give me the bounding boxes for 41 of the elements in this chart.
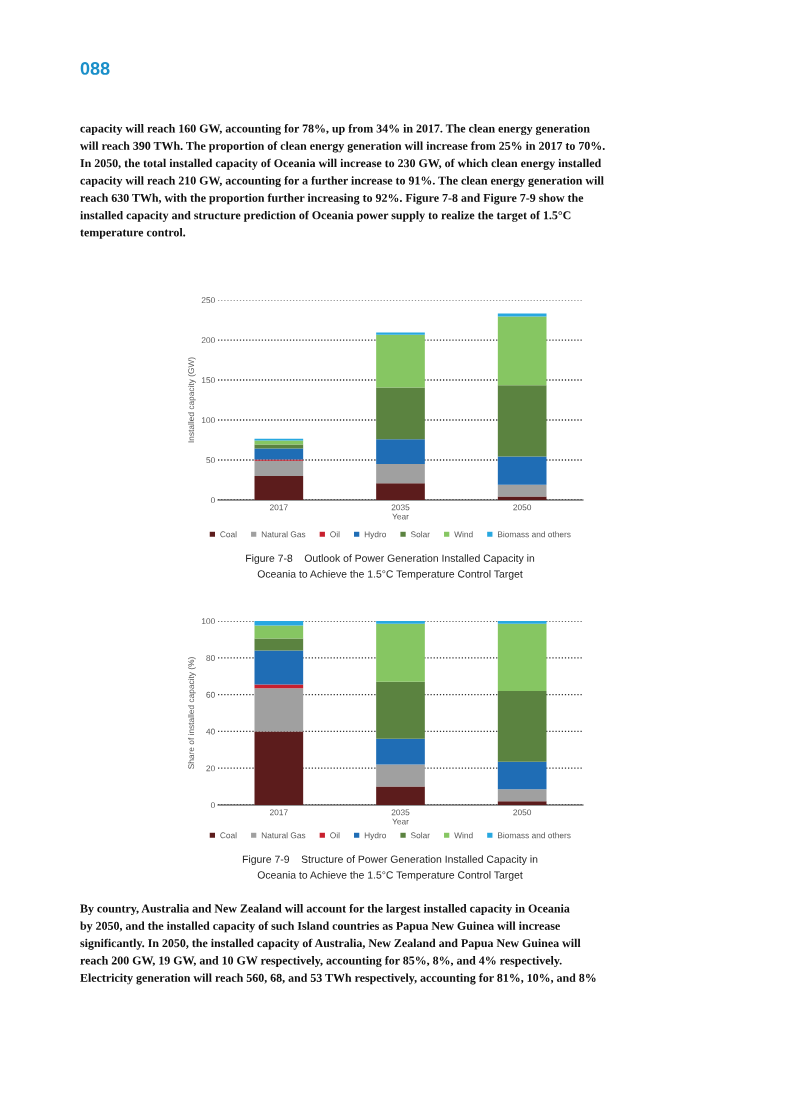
y-tick-label: 100 [201,417,215,424]
legend-label: Hydro [364,531,387,539]
y-axis-title: Installed capacity (GW) [188,357,196,443]
legend-label: Solar [410,832,430,839]
legend-label: Coal [220,531,237,538]
legend-label: Natural Gas [261,531,306,538]
y-tick-label: 80 [206,655,215,661]
y-tick-label: 150 [201,377,215,384]
text: Figure 7-9 Structure of Power Generation Installed Capacity in Oceania to Achieve the 1.5°C Temperature Control Target [242,855,538,881]
legend-label: Oil [330,531,340,538]
y-tick-label: 50 [206,457,215,464]
legend-label: Hydro [364,832,387,840]
y-tick-label: 40 [206,728,215,735]
x-tick-label: 2035 [391,809,410,816]
y-tick-label: 0 [210,497,215,504]
y-tick-label: 200 [201,337,215,344]
text: 088 [80,62,110,75]
x-tick-label: 2050 [513,809,532,816]
legend-label: Oil [330,832,340,839]
legend-label: Coal [220,832,237,839]
y-tick-label: 0 [210,802,215,809]
legend-label: Solar [410,531,430,538]
x-axis-title: Year [392,818,409,825]
legend-label: Biomass and others [498,832,571,839]
x-tick-label: 2017 [269,504,288,511]
y-tick-label: 100 [201,618,215,625]
y-tick-label: 250 [201,297,215,304]
legend-label: Wind [454,832,473,839]
y-tick-label: 60 [206,691,215,698]
text: Figure 7-8 Outlook of Power Generation Installed Capacity in Oceania to Achieve the 1.5°C Temperature Control Target [246,554,535,580]
legend-label: Natural Gas [261,832,306,839]
x-axis-title: Year [392,513,409,520]
x-tick-label: 2035 [391,504,410,511]
x-tick-label: 2050 [513,504,532,511]
text: capacity will reach 160 GW, accounting for 78%, up from 34% in 2017. The clean energy generation will reach 390 TWh. The proportion of clean energy generation will increase from 25% in 2017 to 70%. In 2050, the total installed capacity of Oceania will increase to 230 GW, of which clean energy installed capacity will reach 210 GW, accounting for a further increase to 91%. The clean energy generation will reach 630 TWh, with the proportion further increasing to 92%. Figure 7-8 and Figure 7-9 show the installed capacity and structure prediction of Oceania power supply to realize the target of 1.5°C temperature control. [80,124,605,239]
text: By country, Australia and New Zealand will account for the largest installed capacity in Oceania by 2050, and the installed capacity of such Island countries as Papua New Guinea will increase significantly. In 2050, the installed capacity of Australia, New Zealand and Papua New Guinea will reach 200 GW, 19 GW, and 10 GW respectively, accounting for 85%, 8%, and 4% respectively. Electricity generation will reach 560, 68, and 53 TWh respectively, accounting for 81%, 10%, and 8% [80,904,596,985]
y-axis-title: Share of installed capacity (%) [188,657,196,769]
y-tick-label: 20 [206,765,215,772]
x-tick-label: 2017 [269,809,288,816]
legend-label: Wind [454,531,473,538]
legend-label: Biomass and others [498,531,571,538]
